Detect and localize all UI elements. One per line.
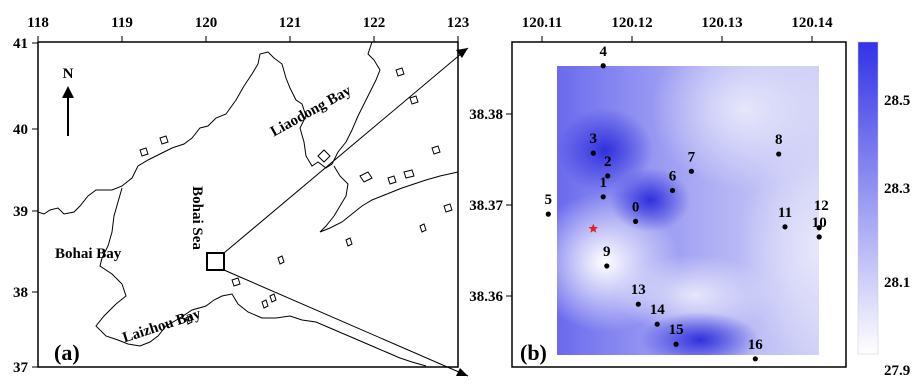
panel-b-lat-axis: 38.38 38.37 38.36 <box>469 107 512 305</box>
lat-tick-label: 40 <box>13 122 28 138</box>
station-label: 15 <box>669 322 684 338</box>
station-label: 5 <box>545 192 553 208</box>
station-point <box>752 356 758 362</box>
station-point <box>635 301 641 307</box>
lon-tick-label: 121 <box>279 15 302 31</box>
station-point <box>669 187 676 194</box>
station-point <box>816 234 822 240</box>
lon-tick-label: 118 <box>27 15 49 31</box>
lat-tick-label: 37 <box>13 360 29 376</box>
lat-tick-label: 39 <box>13 204 28 220</box>
station-point <box>776 151 782 157</box>
lon-tick-label: 120.11 <box>522 15 562 31</box>
bohai-bay-label: Bohai Bay <box>55 246 122 262</box>
station-label: 12 <box>814 198 829 214</box>
coastline <box>37 41 459 367</box>
salinity-field <box>557 66 819 355</box>
station-label: 2 <box>604 154 612 170</box>
lat-tick-label: 38.38 <box>469 107 503 123</box>
station-label: 10 <box>812 215 827 231</box>
station-label: 13 <box>631 282 646 298</box>
field-dark-nw <box>557 108 653 192</box>
station-point <box>604 263 610 269</box>
station-label: 7 <box>688 149 696 165</box>
panel-a-lon-axis: 118 119 120 121 122 123 <box>27 15 469 42</box>
station-label: 8 <box>775 132 783 148</box>
colorbar: 28.5 28.3 28.1 27.9 <box>857 41 910 379</box>
zoom-arrowhead-bottom <box>456 368 468 376</box>
panel-a: 118 119 120 121 122 123 41 40 39 38 37 <box>13 15 469 377</box>
station-label: 14 <box>650 302 666 318</box>
colorbar-tick-label: 28.3 <box>884 181 910 197</box>
north-arrow-icon <box>62 86 74 98</box>
panel-a-label: (a) <box>54 340 80 365</box>
station-label: 3 <box>590 131 598 147</box>
field-dark-center <box>610 168 690 232</box>
study-area-box <box>206 252 225 271</box>
station-point <box>816 225 822 231</box>
station-point <box>600 63 606 69</box>
station-label: 9 <box>603 244 611 260</box>
panel-b: 120.11 120.12 120.13 120.14 38.38 38.37 … <box>469 15 847 368</box>
bohai-sea-label: Bohai Sea <box>189 186 205 250</box>
zoom-line-top <box>223 47 469 254</box>
star-marker-icon <box>588 223 599 233</box>
lon-tick-label: 120 <box>195 15 218 31</box>
station-point <box>590 150 596 156</box>
panel-a-frame <box>37 41 459 368</box>
colorbar-tick-label: 28.1 <box>884 275 910 291</box>
lon-tick-label: 120.13 <box>701 15 742 31</box>
panel-a-lat-axis: 41 40 39 38 37 <box>13 36 38 376</box>
station-point <box>605 173 611 179</box>
lon-tick-label: 120.14 <box>791 15 833 31</box>
station-label: 11 <box>778 205 792 221</box>
station-point <box>673 341 679 347</box>
lat-tick-label: 41 <box>13 36 28 52</box>
station-point <box>782 224 788 230</box>
lon-tick-label: 123 <box>447 15 470 31</box>
station-label: 1 <box>599 175 607 191</box>
station-point <box>633 218 639 224</box>
station-point <box>654 321 660 327</box>
panel-b-lon-axis: 120.11 120.12 120.13 120.14 <box>522 15 833 42</box>
colorbar-tick-label: 28.5 <box>884 93 910 109</box>
zoom-arrowhead-top <box>456 48 468 58</box>
north-label: N <box>63 66 74 82</box>
lon-tick-label: 122 <box>363 15 386 31</box>
field-dark-s <box>640 312 760 355</box>
station-label: 4 <box>599 44 607 60</box>
lat-tick-label: 38 <box>13 285 28 301</box>
colorbar-tick-label: 27.9 <box>884 363 910 379</box>
zoom-line-bottom <box>223 269 469 377</box>
station-label: 16 <box>748 337 764 353</box>
station-label: 6 <box>669 168 677 184</box>
panel-b-label: (b) <box>520 340 547 365</box>
lat-tick-label: 38.37 <box>469 198 503 214</box>
station-label: 0 <box>632 199 640 215</box>
field-light-s <box>615 255 775 335</box>
station-point <box>688 168 695 174</box>
station-point <box>600 194 606 200</box>
north-arrow: N <box>62 66 74 136</box>
colorbar-ramp <box>857 41 879 355</box>
lon-tick-label: 119 <box>111 15 133 31</box>
station-point <box>545 211 551 217</box>
lat-tick-label: 38.36 <box>469 289 503 305</box>
lon-tick-label: 120.12 <box>611 15 652 31</box>
